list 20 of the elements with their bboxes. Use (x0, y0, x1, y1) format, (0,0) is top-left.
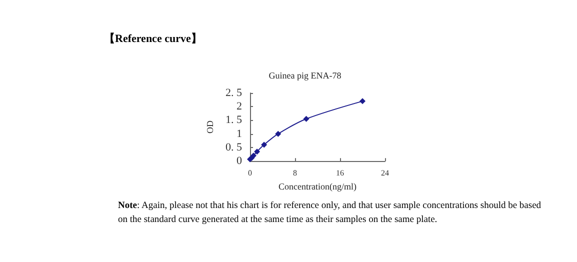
text: 【Reference curve】 (104, 32, 202, 46)
y-tick-label: 1 (236, 128, 242, 140)
point (254, 148, 260, 155)
y-tick-label: 0. 5 (226, 141, 242, 154)
y-tick-label: 2. 5 (226, 87, 242, 99)
y-tick-label: 1. 5 (226, 114, 242, 126)
x-tick-label: 0 (248, 168, 252, 178)
chart-title: Guinea pig ENA-78 (268, 70, 342, 80)
y-tick-label: 2 (236, 100, 242, 113)
point (275, 130, 282, 137)
x-tick-label: 8 (293, 168, 297, 178)
point (360, 98, 366, 104)
y-tick-label: 0 (236, 155, 242, 168)
x-tick-label: 16 (336, 168, 344, 178)
x-axis-title: Concentration(ng/ml) (278, 182, 356, 192)
y-axis-title: OD (205, 120, 216, 134)
point (261, 142, 268, 148)
point (303, 116, 310, 122)
x-tick-label: 24 (381, 168, 389, 178)
text: Note: Again, please not that his chart is for reference only, and that user sample concentrations should be based on the standard curve generated at the same time as their samples on the same plate. (118, 200, 542, 227)
